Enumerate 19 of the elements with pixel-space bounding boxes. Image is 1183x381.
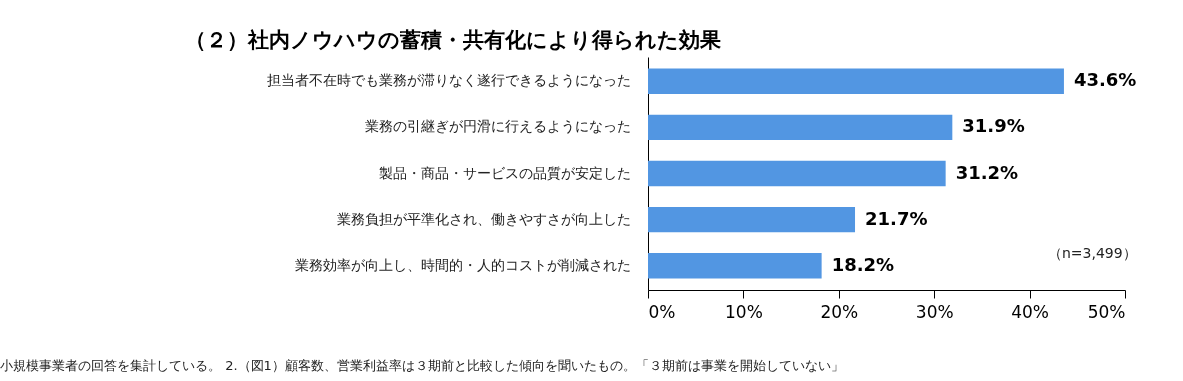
y-tick-label: 業務負担が平準化され、働きやすさが向上した xyxy=(336,210,631,227)
annotation: （n=3,499） xyxy=(1048,245,1137,261)
x-tick-label: 10% xyxy=(725,301,763,322)
y-tick-label: 業務の引継ぎが円滑に行えるようになった xyxy=(364,118,631,135)
y-tick-label: 製品・商品・サービスの品質が安定した xyxy=(378,164,631,181)
text: （２）社内ノウハウの蓄積・共有化により得られた効果 xyxy=(185,28,721,52)
x-tick-label: 0% xyxy=(648,301,676,322)
y-tick-label: 業務効率が向上し、時間的・人的コストが削減された xyxy=(294,256,631,273)
x-tick-label: 50% xyxy=(1087,301,1126,322)
data-label: 43.6% xyxy=(1073,69,1137,91)
x-tick-label: 30% xyxy=(915,301,954,322)
data-label: 18.2% xyxy=(831,253,895,275)
x-tick-label: 40% xyxy=(1011,301,1049,322)
data-label: 31.9% xyxy=(962,115,1025,137)
x-tick-label: 20% xyxy=(820,301,859,322)
y-tick-label: 担当者不在時でも業務が滞りなく遂行できるようになった xyxy=(266,72,631,89)
text: 小規模事業者の回答を集計している。 2.（図1）顧客数、営業利益率は３期前と比較した傾向を聞いたもの。「３期前は事業を開始していない」 xyxy=(0,358,844,373)
data-label: 31.2% xyxy=(955,161,1019,183)
data-label: 21.7% xyxy=(865,207,928,229)
